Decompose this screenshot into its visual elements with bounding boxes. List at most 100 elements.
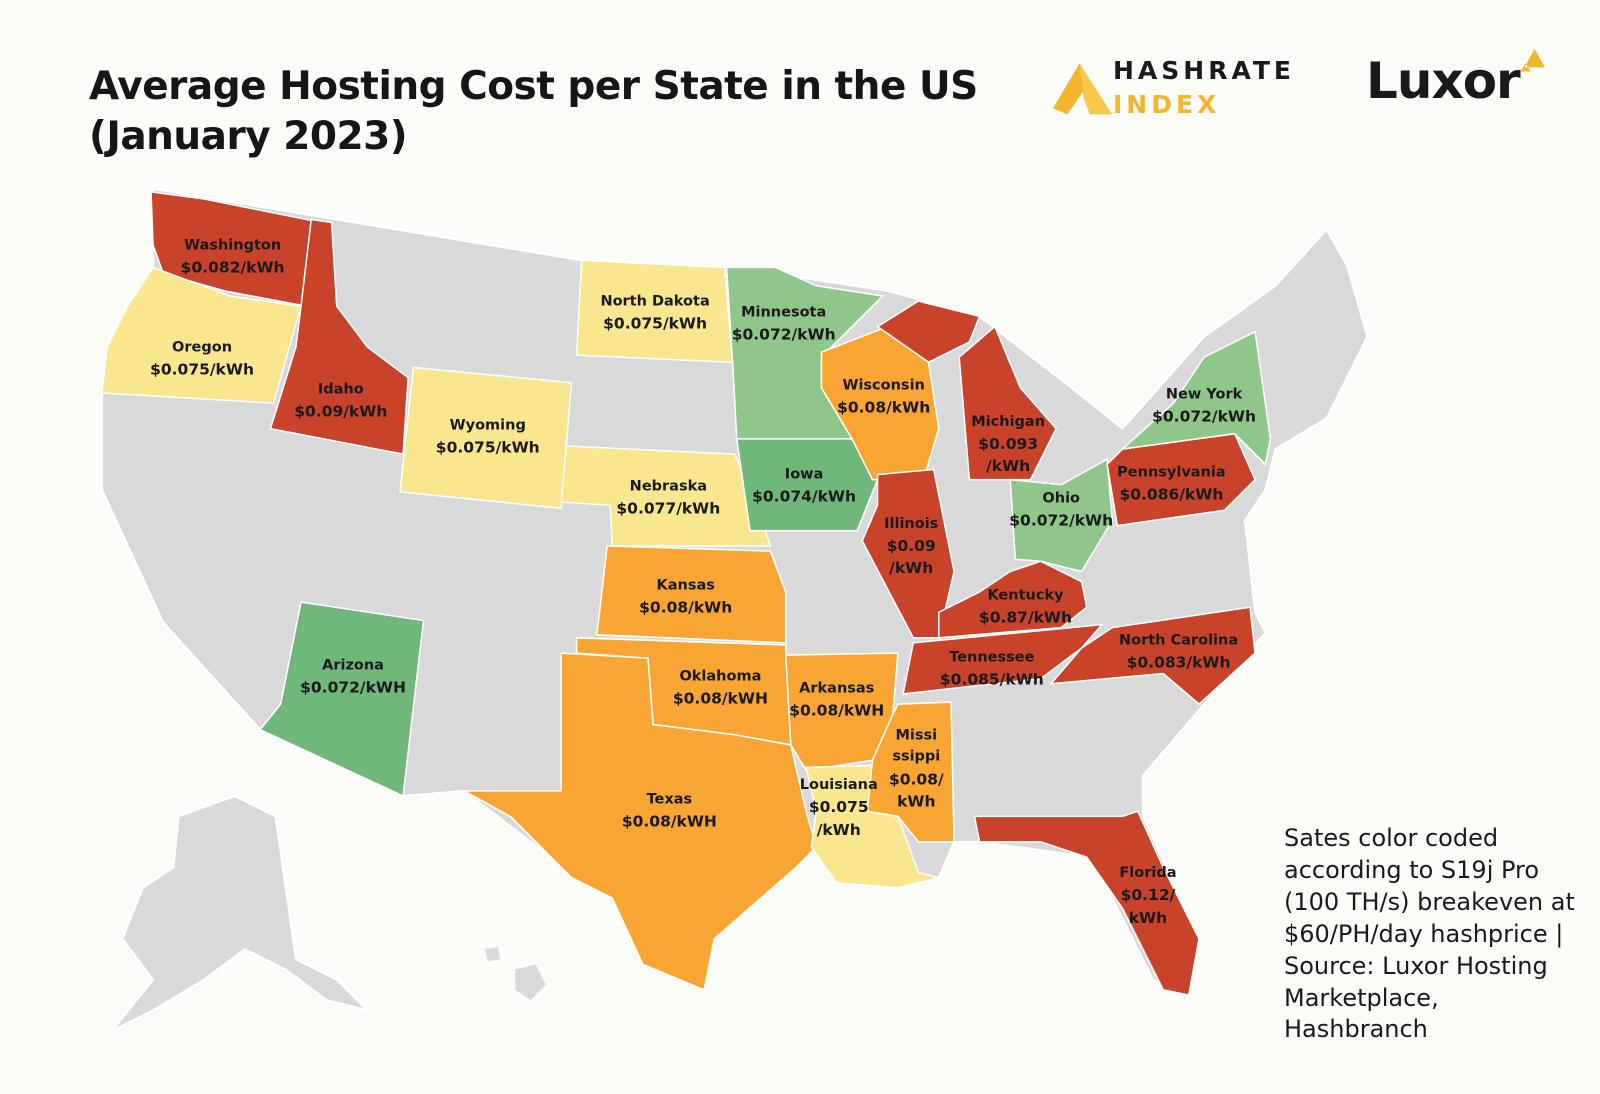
state-label: Florida $0.12/ kWh	[1119, 863, 1176, 929]
state-price: $0.08/kWh	[837, 398, 931, 417]
state-name: Pennsylvania	[1117, 463, 1226, 480]
state-price: $0.075 /kWh	[808, 798, 869, 839]
state-name: New York	[1165, 386, 1243, 403]
state-price: $0.08/kWH	[672, 689, 768, 708]
state-name: Minnesota	[741, 303, 827, 320]
state-name: Wisconsin	[842, 377, 925, 394]
state-label: Missi ssippi $0.08/ kWh	[889, 726, 944, 813]
state-label: Nebraska $0.077/kWh	[616, 476, 720, 519]
state-label: Minnesota $0.072/kWh	[732, 302, 836, 345]
hashrate-logo-mark	[1053, 63, 1113, 115]
state-name: Missi ssippi	[892, 727, 941, 765]
state-price: $0.077/kWh	[616, 499, 721, 518]
state-name: Kentucky	[987, 587, 1064, 604]
state-name: Tennessee	[949, 649, 1035, 666]
source-note: Sates color coded according to S19j Pro …	[1284, 824, 1575, 1044]
state-label: Arkansas $0.08/kWH	[789, 678, 884, 721]
state-shape	[101, 266, 302, 404]
state-label: Ohio $0.072/kWh	[1009, 489, 1113, 532]
logo-luxor: Luxor	[1366, 52, 1521, 110]
state-label: Idaho $0.09/kWh	[294, 379, 387, 422]
state-shape	[1009, 458, 1114, 573]
state-shape	[866, 701, 955, 843]
state-label: North Dakota $0.075/kWh	[600, 292, 709, 335]
state-label: Louisiana $0.075 /kWh	[800, 775, 878, 841]
state-label: Oregon $0.075/kWh	[150, 337, 254, 380]
state-price: $0.09/kWh	[294, 402, 388, 421]
state-shape	[876, 300, 981, 364]
state-name: Wyoming	[449, 417, 526, 434]
state-shape	[973, 810, 1200, 996]
hawaii	[484, 947, 546, 1001]
state-name: Iowa	[784, 466, 824, 483]
state-label: Washington $0.082/kWh	[181, 235, 285, 278]
state-label: Wisconsin $0.08/kWh	[837, 375, 930, 418]
state-name: Florida	[1119, 865, 1177, 882]
state-name: Idaho	[317, 381, 364, 398]
logo-hashrate: HASHRATE	[1113, 56, 1295, 85]
state-shape	[958, 325, 1058, 481]
state-name: Ohio	[1042, 490, 1081, 507]
state-price: $0.085/kWh	[939, 670, 1044, 689]
state-name: Kansas	[656, 577, 715, 594]
state-price: $0.09 /kWh	[886, 537, 936, 578]
state-price: $0.082/kWh	[180, 258, 285, 277]
state-shape	[258, 601, 425, 798]
state-price: $0.072/kWh	[1152, 407, 1257, 426]
state-label: Oklahoma $0.08/kWH	[673, 666, 768, 709]
state-shape	[150, 191, 333, 308]
state-label: Wyoming $0.075/kWh	[436, 415, 540, 458]
state-price: $0.075/kWh	[150, 360, 254, 379]
state-shape	[938, 560, 1088, 639]
state-price: $0.074/kWh	[752, 487, 857, 506]
state-shape	[269, 218, 409, 456]
state-price: $0.072/kWh	[1009, 511, 1114, 530]
state-label: Illinois $0.09 /kWh	[884, 514, 938, 580]
state-price: $0.072/kWH	[300, 677, 406, 696]
state-name: Michigan	[971, 413, 1046, 430]
state-name: North Dakota	[600, 293, 710, 310]
state-price: $0.093 /kWh	[978, 434, 1039, 476]
title: Average Hosting Cost per State in the US…	[89, 64, 978, 159]
state-label: Texas $0.08/kWH	[622, 790, 717, 833]
state-price: $0.075/kWh	[603, 314, 708, 333]
state-shape	[399, 366, 573, 510]
state-shape	[560, 445, 772, 547]
state-label: Arizona $0.072/kWH	[300, 655, 406, 698]
state-shape	[902, 623, 1104, 695]
state-shape	[861, 468, 955, 639]
state-name: Oklahoma	[679, 668, 762, 685]
state-label: Michigan $0.093 /kWh	[971, 412, 1045, 478]
alaska	[111, 794, 371, 1032]
state-label: Kentucky $0.87/kWh	[979, 585, 1072, 628]
state-shape	[1120, 330, 1272, 466]
state-price: $0.075/kWh	[435, 438, 540, 457]
state-label: North Carolina $0.083/kWh	[1119, 630, 1238, 673]
state-name: Illinois	[884, 516, 939, 533]
state-name: Louisiana	[799, 777, 878, 794]
state-price: $0.08/kWH	[621, 812, 717, 831]
luxor-logo-mark	[1520, 49, 1545, 72]
state-price: $0.086/kWh	[1119, 484, 1224, 503]
state-price: $0.87/kWh	[978, 608, 1073, 627]
state-price: $0.072/kWh	[731, 324, 836, 343]
logo-index: INDEX	[1113, 90, 1221, 119]
state-name: Texas	[646, 791, 693, 808]
state-shape	[735, 438, 879, 532]
state-label: Iowa $0.074/kWh	[752, 464, 856, 507]
state-name: Arizona	[322, 656, 384, 673]
state-name: North Carolina	[1118, 632, 1239, 649]
state-shape	[596, 545, 787, 644]
state-price: $0.083/kWh	[1126, 653, 1231, 672]
state-price: $0.08/kWh	[639, 598, 733, 617]
state-price: $0.12/ kWh	[1120, 886, 1176, 927]
state-shape	[1049, 606, 1256, 706]
state-shape	[461, 652, 818, 991]
state-price: $0.08/ kWh	[888, 770, 944, 811]
state-name: Oregon	[172, 339, 233, 356]
state-name: Washington	[184, 237, 282, 254]
state-name: Nebraska	[629, 478, 708, 495]
state-label: Tennessee $0.085/kWh	[940, 648, 1044, 691]
